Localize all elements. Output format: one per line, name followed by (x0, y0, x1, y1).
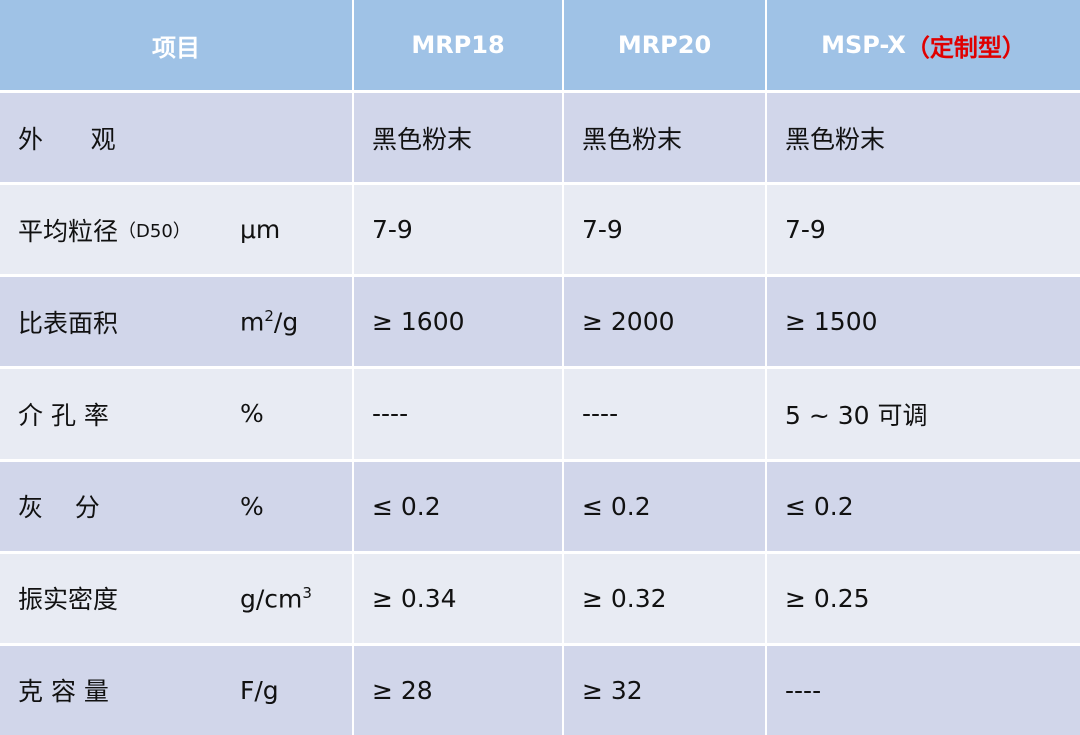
column-name: MRP20 (617, 31, 712, 59)
row-label: 比表面积 m2/g (0, 277, 352, 367)
value-cell: ---- (767, 645, 1080, 735)
unit-text: μm (240, 215, 281, 245)
value-cell: ≥ 0.34 (354, 553, 562, 643)
label: 比表面积 (18, 308, 119, 338)
label: 平均粒径 (18, 216, 119, 246)
value-cell: 黑色粉末 (354, 93, 562, 183)
unit: μm (240, 215, 280, 244)
header-cell: MRP18 (354, 0, 562, 90)
value-cell: 7-9 (767, 185, 1080, 275)
value-cell: ≥ 32 (564, 645, 765, 735)
unit-text: % (240, 491, 264, 521)
value-cell: 7-9 (564, 185, 765, 275)
column-note: （定制型） (905, 33, 1026, 62)
unit-text: F/g (240, 675, 279, 705)
row-label: 克 容 量 F/g (0, 645, 352, 735)
value-cell: ---- (354, 369, 562, 459)
unit-sup: 3 (302, 583, 312, 602)
value-cell: ---- (564, 369, 765, 459)
value-cell: ≥ 0.25 (767, 553, 1080, 643)
value-cell: 5 ~ 30 可调 (767, 369, 1080, 459)
value-cell: ≤ 0.2 (354, 461, 562, 551)
value-cell: ≤ 0.2 (564, 461, 765, 551)
label: 外 观 (18, 124, 116, 154)
unit-text: m (240, 307, 265, 337)
value-cell: 黑色粉末 (564, 93, 765, 183)
row-label: 平均粒径 （D50） μm (0, 185, 352, 275)
label: 灰 分 (18, 493, 100, 523)
label: 振实密度 (18, 585, 119, 615)
unit: m2/g (240, 307, 298, 336)
value-cell: ≥ 2000 (564, 277, 765, 367)
value-cell: 7-9 (354, 185, 562, 275)
header-cell: 项目 (0, 0, 352, 90)
column-name: MRP18 (411, 31, 505, 59)
unit: % (240, 492, 264, 521)
value-cell: ≥ 1500 (767, 277, 1080, 367)
unit: % (240, 399, 264, 428)
row-label: 灰 分% (0, 461, 352, 551)
value-cell: 黑色粉末 (767, 93, 1080, 183)
unit: g/cm3 (240, 584, 312, 613)
header-cell: MSP-X （定制型） (767, 0, 1080, 90)
unit-after: /g (273, 307, 299, 337)
row-label: 介 孔 率% (0, 369, 352, 459)
unit-sup: 2 (264, 307, 274, 326)
header-cell: MRP20 (564, 0, 765, 90)
unit-text: % (240, 399, 264, 429)
label-note: （D50） (118, 220, 191, 242)
unit-text: g/cm (240, 583, 303, 613)
value-cell: ≥ 0.32 (564, 553, 765, 643)
value-cell: ≥ 28 (354, 645, 562, 735)
row-label: 振实密度 g/cm3 (0, 553, 352, 643)
value-cell: ≤ 0.2 (767, 461, 1080, 551)
label: 克 容 量 (18, 677, 109, 707)
value-cell: ≥ 1600 (354, 277, 562, 367)
unit: F/g (240, 676, 279, 705)
row-label: 外 观 (0, 93, 352, 183)
label: 介 孔 率 (18, 400, 109, 430)
column-name: MSP-X (821, 31, 906, 59)
